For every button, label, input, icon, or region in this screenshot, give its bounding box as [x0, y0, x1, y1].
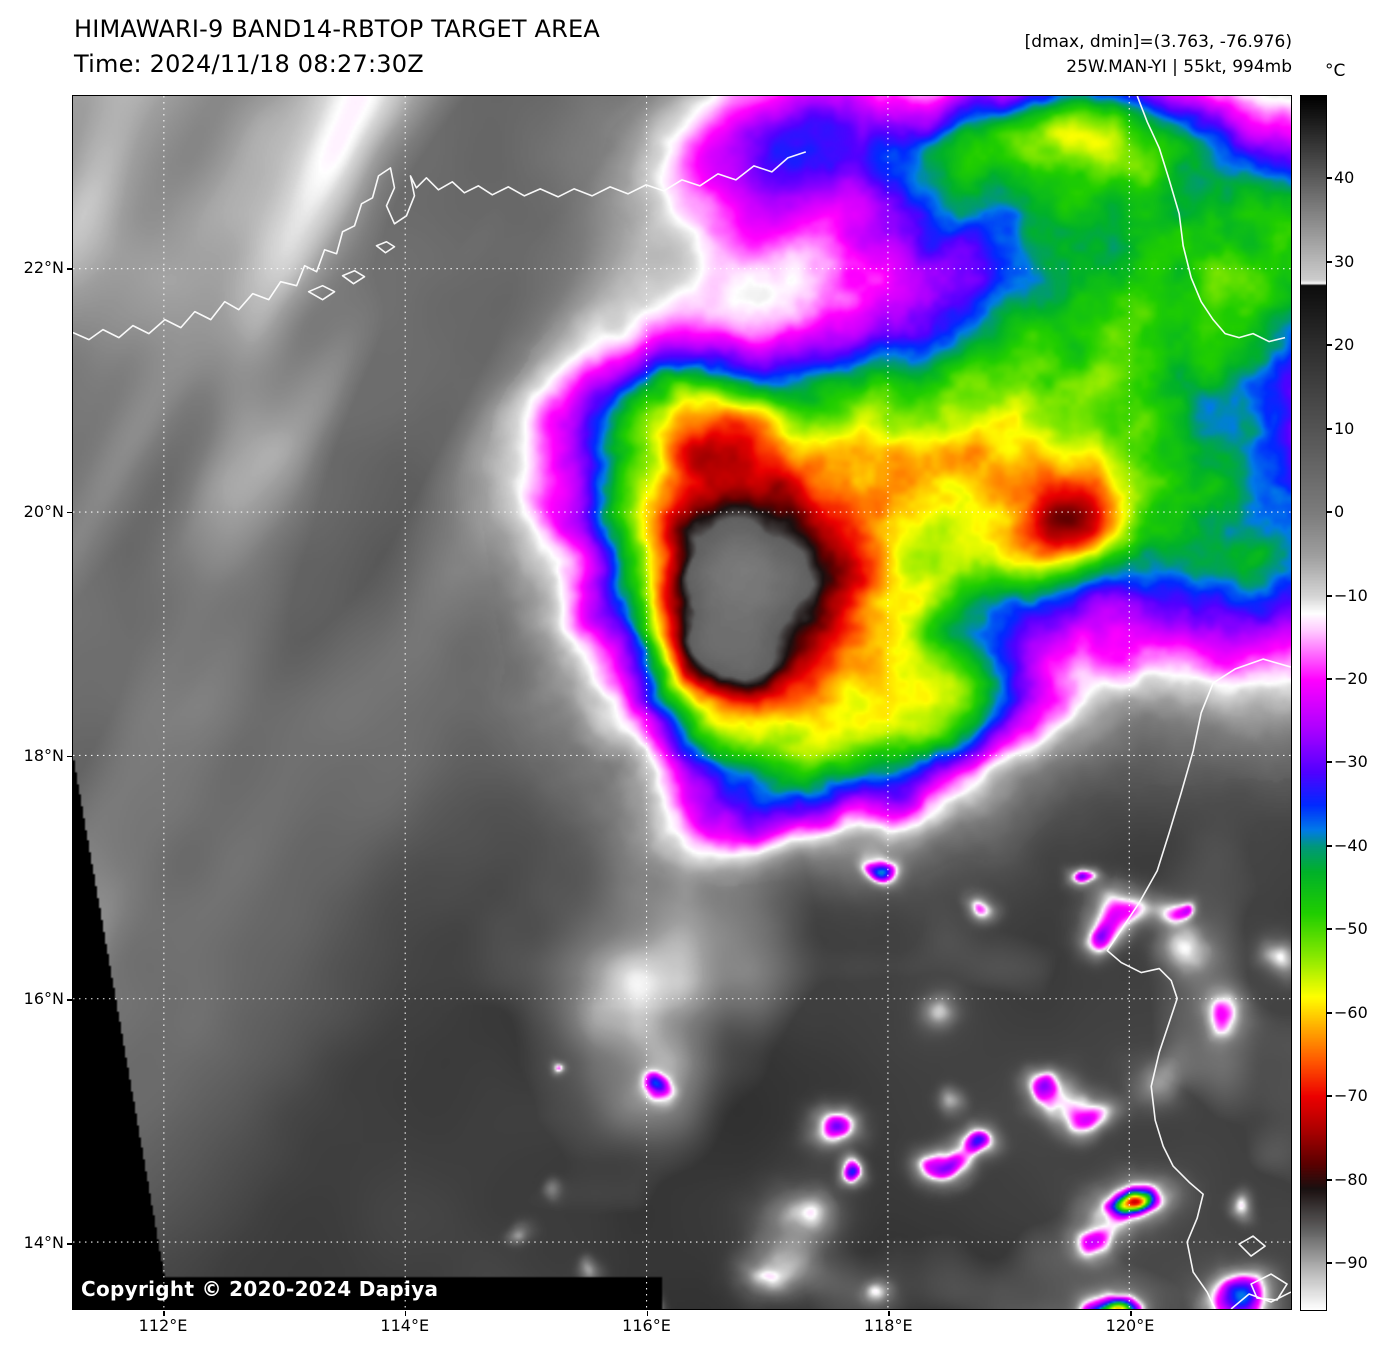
colorbar-tick — [1327, 761, 1332, 764]
colorbar-tick — [1327, 1262, 1332, 1265]
copyright-text: Copyright © 2020-2024 Dapiya — [81, 1277, 439, 1301]
lon-label-112e: 112°E — [138, 1316, 188, 1335]
lat-tick — [67, 1243, 72, 1245]
colorbar-tick-label-20: 20 — [1334, 335, 1355, 355]
colorbar-tick-label-40: 40 — [1334, 168, 1355, 188]
colorbar-tick — [1327, 344, 1332, 347]
lat-label-18n: 18°N — [23, 745, 64, 765]
lat-tick — [67, 511, 72, 514]
colorbar-tick — [1327, 511, 1332, 514]
colorbar-tick-label--40: −40 — [1334, 835, 1368, 855]
colorbar-tick — [1327, 678, 1332, 681]
coastlines — [73, 96, 1291, 1309]
map-overlay — [73, 96, 1291, 1309]
colorbar-tick — [1327, 427, 1332, 430]
lon-tick — [646, 1311, 648, 1316]
colorbar-tick — [1327, 1095, 1332, 1098]
colorbar-tick-label--30: −30 — [1334, 752, 1368, 772]
colorbar-canvas — [1301, 96, 1326, 1310]
product-title: HIMAWARI-9 BAND14-RBTOP TARGET AREA — [74, 15, 601, 43]
lat-label-14n: 14°N — [23, 1233, 64, 1252]
colorbar-tick-label--80: −80 — [1334, 1169, 1368, 1189]
lat-label-16n: 16°N — [23, 989, 64, 1009]
colorbar-tick — [1327, 177, 1332, 180]
colorbar-tick — [1327, 844, 1332, 847]
colorbar-tick — [1327, 1178, 1332, 1181]
colorbar-tick-label--50: −50 — [1334, 919, 1368, 939]
colorbar-tick — [1327, 594, 1332, 597]
colorbar-tick-label--20: −20 — [1334, 669, 1368, 689]
product-time: Time: 2024/11/18 08:27:30Z — [74, 50, 424, 78]
lon-tick — [1130, 1311, 1132, 1316]
lon-tick — [404, 1311, 407, 1316]
lat-tick — [67, 999, 72, 1001]
lat-label-20n: 20°N — [23, 501, 64, 521]
lat-tick — [67, 268, 72, 270]
colorbar-tick-label--60: −60 — [1334, 1002, 1368, 1022]
colorbar-tick-label--90: −90 — [1334, 1253, 1368, 1273]
map-panel: Copyright © 2020-2024 Dapiya — [72, 95, 1292, 1310]
header-title-block: HIMAWARI-9 BAND14-RBTOP TARGET AREA Time… — [74, 12, 600, 82]
colorbar — [1300, 95, 1327, 1311]
lon-label-120e: 120°E — [1105, 1316, 1155, 1335]
colorbar-unit-label: °C — [1325, 61, 1346, 81]
colorbar-tick-label--70: −70 — [1334, 1086, 1368, 1106]
colorbar-tick-label-10: 10 — [1334, 418, 1355, 438]
colorbar-tick — [1327, 260, 1332, 263]
colorbar-tick — [1327, 1011, 1332, 1014]
header-meta-block: [dmax, dmin]=(3.763, -76.976) 25W.MAN-YI… — [1025, 30, 1292, 80]
lon-tick — [888, 1311, 890, 1316]
lat-label-22n: 22°N — [23, 258, 64, 277]
satellite-image-canvas — [73, 96, 1291, 1309]
lon-tick — [163, 1311, 165, 1316]
graticule — [73, 96, 1291, 1309]
storm-readout: 25W.MAN-YI | 55kt, 994mb — [1066, 57, 1292, 77]
dmax-dmin-readout: [dmax, dmin]=(3.763, -76.976) — [1024, 32, 1292, 52]
colorbar-tick — [1327, 928, 1332, 931]
colorbar-tick-label-30: 30 — [1334, 251, 1355, 271]
lon-label-114e: 114°E — [380, 1316, 430, 1335]
lat-tick — [67, 755, 72, 757]
colorbar-tick-label-0: 0 — [1334, 502, 1345, 522]
lon-label-118e: 118°E — [863, 1316, 913, 1335]
lon-label-116e: 116°E — [622, 1316, 671, 1335]
colorbar-tick-label--10: −10 — [1334, 585, 1368, 605]
